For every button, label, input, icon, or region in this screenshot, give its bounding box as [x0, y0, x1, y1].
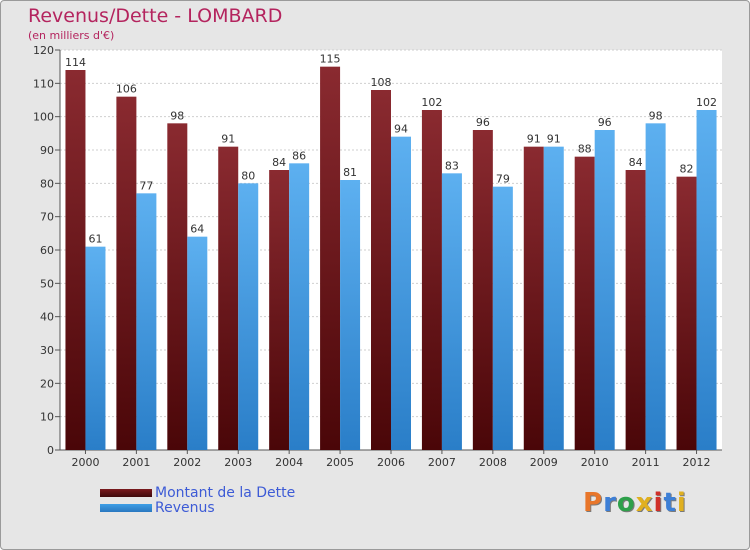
bar-dette [320, 66, 341, 451]
data-label-revenus: 98 [649, 109, 663, 122]
bar-dette [116, 96, 137, 451]
bar-dette [676, 176, 697, 450]
y-tick-label: 90 [40, 144, 54, 157]
y-tick-label: 20 [40, 377, 54, 390]
bar-revenus [187, 236, 208, 450]
x-tick-label: 2002 [173, 456, 201, 469]
logo-letter: i [653, 488, 664, 518]
data-label-revenus: 96 [598, 116, 612, 129]
data-label-revenus: 80 [241, 169, 255, 182]
legend-label-dette: Montant de la Dette [155, 484, 296, 501]
data-label-dette: 115 [320, 53, 341, 66]
logo-letter: i [676, 488, 687, 518]
bar-revenus [696, 110, 717, 450]
x-tick-label: 2011 [632, 456, 660, 469]
data-label-revenus: 102 [696, 96, 717, 109]
legend-item-revenus: Revenus [100, 499, 295, 516]
data-label-dette: 106 [116, 83, 137, 96]
data-label-dette: 88 [578, 143, 592, 156]
bar-dette [472, 130, 493, 450]
bar-dette [269, 170, 290, 450]
x-tick-label: 2000 [71, 456, 99, 469]
y-tick-label: 80 [40, 177, 54, 190]
chart-subtitle: (en milliers d'€) [28, 29, 115, 42]
bar-revenus [645, 123, 666, 450]
data-label-dette: 96 [476, 116, 490, 129]
bar-dette [65, 70, 86, 450]
bar-dette [523, 146, 544, 450]
data-label-dette: 91 [221, 133, 235, 146]
legend-swatch-revenus [100, 503, 152, 512]
data-label-dette: 108 [371, 76, 392, 89]
y-tick-label: 120 [33, 44, 54, 57]
data-label-dette: 91 [527, 133, 541, 146]
x-tick-label: 2009 [530, 456, 558, 469]
data-label-revenus: 91 [547, 133, 561, 146]
bar-revenus [136, 193, 157, 451]
data-label-revenus: 81 [343, 166, 357, 179]
logo-letter: x [635, 488, 654, 518]
x-tick-label: 2010 [581, 456, 609, 469]
data-label-revenus: 64 [190, 223, 204, 236]
data-label-revenus: 86 [292, 149, 306, 162]
data-label-revenus: 83 [445, 159, 459, 172]
chart-title: Revenus/Dette - LOMBARD [28, 5, 283, 27]
bar-dette [574, 156, 595, 450]
x-tick-label: 2001 [122, 456, 150, 469]
logo-letter: t [663, 488, 677, 518]
data-label-revenus: 94 [394, 123, 408, 136]
y-tick-label: 10 [40, 411, 54, 424]
bar-revenus [492, 186, 513, 450]
legend-item-dette: Montant de la Dette [100, 484, 296, 501]
data-label-dette: 82 [680, 163, 694, 176]
bar-revenus [543, 146, 564, 450]
y-tick-label: 70 [40, 211, 54, 224]
legend: Montant de la Dette Revenus [100, 484, 296, 516]
y-tick-label: 110 [33, 77, 54, 90]
bar-revenus [441, 173, 462, 451]
y-tick-label: 40 [40, 311, 54, 324]
bar-dette [625, 170, 646, 450]
bar-revenus [289, 163, 310, 451]
data-label-revenus: 79 [496, 173, 510, 186]
x-tick-label: 2003 [224, 456, 252, 469]
bar-dette [371, 90, 391, 450]
x-tick-label: 2005 [326, 456, 354, 469]
x-tick-label: 2008 [479, 456, 507, 469]
data-label-revenus: 61 [88, 233, 102, 246]
bar-revenus [85, 246, 106, 450]
bar-revenus [238, 183, 259, 451]
x-tick-label: 2004 [275, 456, 303, 469]
x-tick-label: 2006 [377, 456, 405, 469]
y-tick-label: 0 [47, 444, 54, 457]
proxiti-logo: Proxiti [583, 488, 687, 518]
data-label-dette: 84 [272, 156, 286, 169]
data-label-dette: 102 [421, 96, 442, 109]
y-tick-label: 30 [40, 344, 54, 357]
y-tick-label: 100 [33, 111, 54, 124]
y-tick-label: 60 [40, 244, 54, 257]
logo-letter: r [603, 488, 617, 518]
bar-dette [167, 123, 188, 450]
data-label-dette: 114 [65, 56, 86, 69]
logo-letter: o [616, 488, 636, 518]
bar-revenus [594, 130, 615, 450]
data-label-revenus: 77 [139, 179, 153, 192]
x-tick-label: 2007 [428, 456, 456, 469]
bar-revenus [391, 136, 411, 450]
bar-dette [218, 146, 239, 450]
logo-letter: P [583, 488, 604, 518]
bar-dette [421, 110, 442, 450]
data-label-dette: 84 [629, 156, 643, 169]
legend-label-revenus: Revenus [155, 499, 215, 516]
x-tick-label: 2012 [683, 456, 711, 469]
y-tick-label: 50 [40, 277, 54, 290]
bar-revenus [340, 180, 361, 450]
legend-swatch-dette [100, 488, 152, 497]
data-label-dette: 98 [170, 109, 184, 122]
